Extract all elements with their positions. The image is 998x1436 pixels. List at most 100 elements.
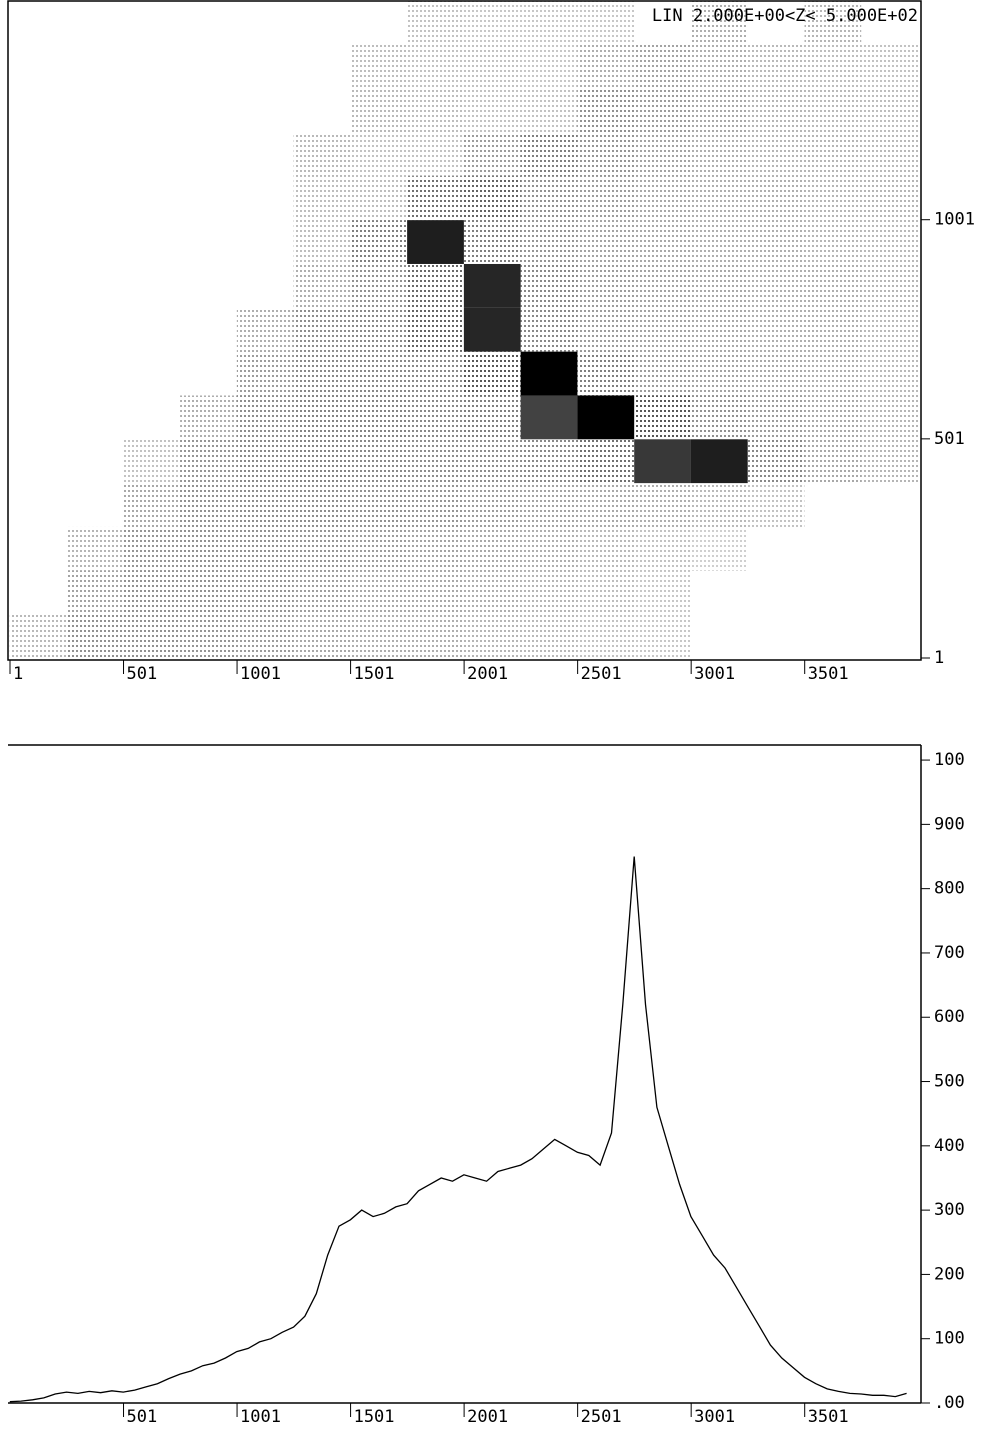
cell — [350, 483, 408, 527]
cell — [747, 351, 805, 396]
cell — [407, 351, 464, 396]
cell — [690, 44, 748, 89]
cell — [407, 88, 464, 133]
cell — [577, 44, 635, 89]
cell — [123, 439, 181, 484]
cell — [463, 88, 521, 133]
cell — [861, 220, 918, 264]
cell — [463, 570, 521, 615]
x-tick-label: 3001 — [694, 664, 735, 684]
cell — [463, 44, 521, 89]
cell — [123, 526, 181, 571]
cell — [634, 307, 691, 352]
cell — [861, 88, 918, 133]
cell — [180, 439, 237, 484]
cell — [463, 483, 521, 527]
cell — [634, 614, 691, 659]
cell — [350, 44, 408, 89]
cell — [407, 1, 464, 45]
cell — [123, 570, 181, 615]
cell — [407, 44, 464, 89]
cell — [747, 439, 805, 484]
cell — [520, 263, 578, 308]
cell — [804, 439, 862, 484]
x-tick-label: 1501 — [354, 1407, 395, 1427]
cell — [577, 395, 635, 440]
y-tick-label: 500 — [934, 1072, 965, 1092]
cell — [66, 526, 124, 571]
cell — [577, 1, 635, 45]
x-tick-label: 3501 — [808, 1407, 849, 1427]
cell — [634, 88, 691, 133]
cell — [350, 570, 408, 615]
cell — [180, 526, 237, 571]
cell — [634, 44, 691, 89]
cell — [236, 570, 294, 615]
cell — [634, 176, 691, 221]
cell — [350, 220, 408, 264]
cell — [690, 220, 748, 264]
x-tick-label: 501 — [127, 664, 158, 684]
cell — [634, 526, 691, 571]
cell — [236, 439, 294, 484]
cell — [520, 176, 578, 221]
cell — [690, 395, 748, 440]
cell — [690, 132, 748, 177]
cell — [634, 351, 691, 396]
cell — [520, 395, 578, 440]
cell — [180, 614, 237, 659]
cell — [690, 526, 748, 571]
cell — [577, 351, 635, 396]
cell — [747, 263, 805, 308]
cell — [747, 88, 805, 133]
x-tick-label: 2501 — [581, 1407, 622, 1427]
cell — [634, 570, 691, 615]
cell — [690, 263, 748, 308]
x-tick-label: 501 — [127, 1407, 158, 1427]
cell — [747, 483, 805, 527]
cell — [804, 395, 862, 440]
cell — [463, 614, 521, 659]
cell — [634, 220, 691, 264]
cell — [577, 483, 635, 527]
cell — [520, 88, 578, 133]
cell — [9, 614, 67, 659]
cell — [66, 614, 124, 659]
cell — [577, 439, 635, 484]
cell — [861, 395, 918, 440]
cell — [350, 526, 408, 571]
cell — [577, 614, 635, 659]
cell — [293, 176, 351, 221]
x-tick-label: 1501 — [354, 664, 395, 684]
cell — [690, 307, 748, 352]
cell — [520, 351, 578, 396]
x-tick-label: 2001 — [467, 664, 508, 684]
y-tick-label: 400 — [934, 1136, 965, 1156]
cell — [407, 570, 464, 615]
cell — [123, 483, 181, 527]
spectrum-line — [9, 856, 907, 1403]
cell — [463, 263, 521, 308]
cell — [463, 526, 521, 571]
cell — [520, 614, 578, 659]
cell — [634, 263, 691, 308]
cell — [236, 351, 294, 396]
cell — [520, 44, 578, 89]
cell — [747, 395, 805, 440]
cell — [236, 483, 294, 527]
cell — [577, 307, 635, 352]
cell — [407, 614, 464, 659]
cell — [463, 176, 521, 221]
y-tick-label: 100 — [934, 750, 965, 770]
cell — [180, 570, 237, 615]
cell — [634, 132, 691, 177]
cell — [407, 132, 464, 177]
cell — [66, 570, 124, 615]
cell — [520, 570, 578, 615]
cell — [747, 220, 805, 264]
cell — [123, 614, 181, 659]
cell — [407, 263, 464, 308]
cell — [293, 614, 351, 659]
cell — [350, 176, 408, 221]
x-tick-label: 1001 — [240, 664, 281, 684]
